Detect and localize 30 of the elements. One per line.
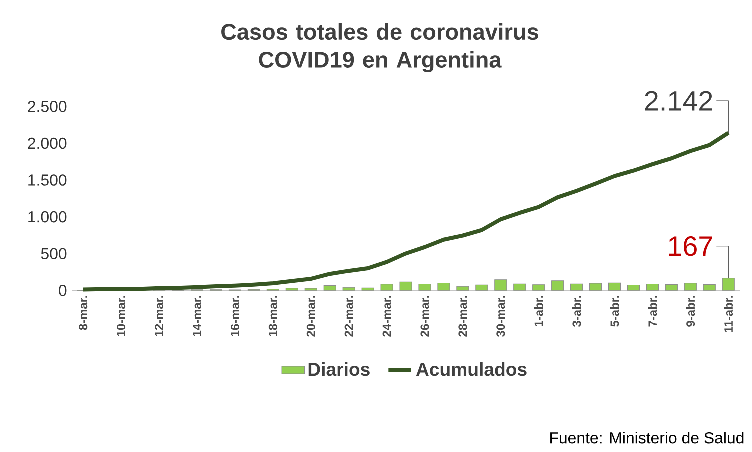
y-tick-label: 2.500 [28,101,67,112]
source-note: Fuente: Ministerio de Salud [550,432,744,444]
x-tick-label: 26-mar. [420,296,430,337]
x-tick-label: 16-mar. [230,296,240,336]
legend-label: Diarios [308,362,370,376]
x-tick-label: 9-abr. [686,296,696,327]
x-tick-label: 22-mar. [344,296,354,337]
x-tick-label: 8-mar. [79,296,88,330]
legend-label: Acumulados [416,362,527,376]
x-tick-label: 11-abr. [724,296,734,332]
x-tick-label: 10-mar. [117,296,126,336]
x-tick-label: 24-mar. [382,296,392,337]
y-tick-label: 500 [41,248,67,260]
x-tick-label: 7-abr. [648,296,658,327]
annotation: 167 [669,236,712,256]
x-tick-label: 30-mar. [496,296,506,337]
x-tick-label: 3-abr. [572,296,582,327]
y-tick-label: 0 [59,285,67,296]
chart-title: Casos totales de coronavirus COVID19 en Argentina [222,23,538,73]
x-tick-label: 5-abr. [610,296,620,327]
x-tick-label: 20-mar. [306,296,316,337]
y-tick-label: 1.500 [28,174,67,186]
x-tick-label: 12-mar. [155,296,164,336]
annotation: 2.142 [645,91,712,111]
x-tick-label: 18-mar. [268,296,278,336]
y-tick-label: 2.000 [28,138,67,150]
x-tick-label: 14-mar. [193,296,202,336]
x-tick-label: 28-mar. [458,296,468,337]
x-tick-label: 1-abr. [534,296,544,327]
y-tick-label: 1.000 [28,211,67,223]
